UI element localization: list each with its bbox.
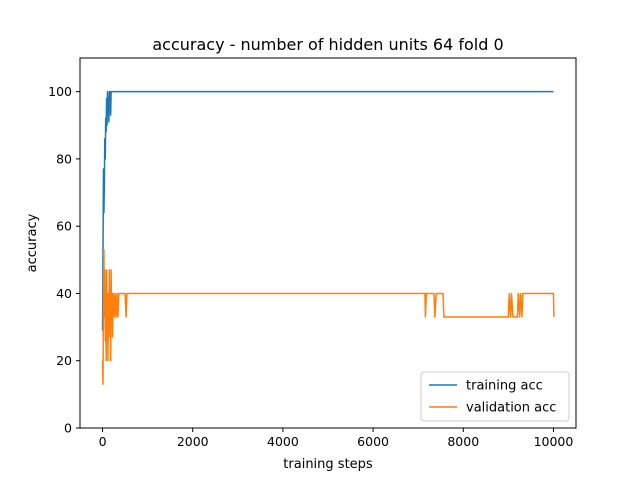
legend-label-validation-acc: validation acc [466, 401, 556, 416]
y-tick-label: 0 [64, 421, 72, 436]
y-axis-label: accuracy [25, 213, 40, 272]
plot-frame [79, 57, 577, 429]
chart-title: accuracy - number of hidden units 64 fol… [152, 35, 503, 54]
x-tick-label: 0 [99, 434, 107, 449]
y-tick-label: 60 [56, 219, 72, 234]
y-axis: 0 20 40 60 80 100 [48, 84, 80, 436]
x-tick-label: 6000 [357, 434, 389, 449]
series-line-validation-acc [101, 248, 555, 386]
legend: training acc validation acc [420, 371, 570, 422]
legend-label-training-acc: training acc [466, 379, 543, 394]
series-layer [101, 90, 555, 386]
y-tick-label: 20 [56, 353, 72, 368]
y-tick-label: 80 [56, 151, 72, 166]
x-axis-label: training steps [283, 457, 373, 472]
x-axis: 0 2000 4000 6000 8000 10000 [99, 428, 574, 449]
plot-area [79, 57, 577, 429]
x-tick-label: 8000 [447, 434, 479, 449]
y-tick-label: 40 [56, 286, 72, 301]
x-tick-label: 2000 [177, 434, 209, 449]
x-tick-label: 10000 [534, 434, 574, 449]
y-tick-label: 100 [48, 84, 72, 99]
x-tick-label: 4000 [267, 434, 299, 449]
legend-box [420, 371, 570, 422]
series-line-training-acc [101, 90, 554, 331]
